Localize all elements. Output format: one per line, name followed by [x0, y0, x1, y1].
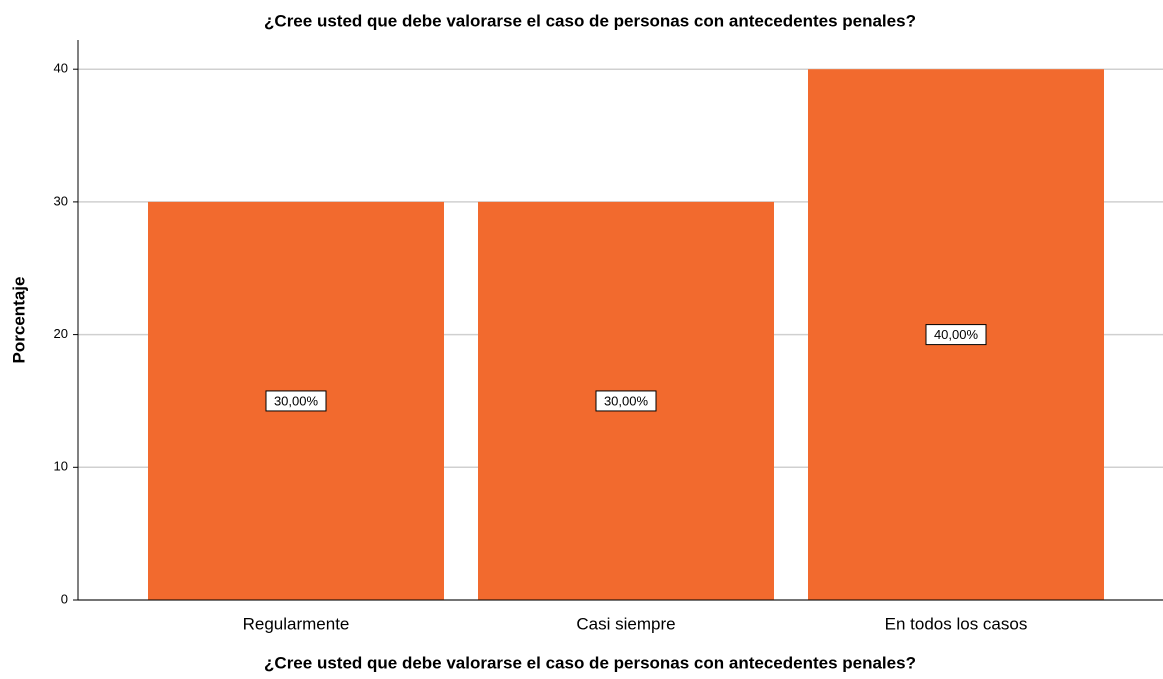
x-tick-label: Regularmente: [243, 614, 350, 633]
x-tick-label: Casi siempre: [576, 614, 675, 633]
y-axis-label: Porcentaje: [9, 277, 28, 364]
y-tick-label: 30: [54, 193, 68, 208]
value-label: 40,00%: [934, 327, 979, 342]
chart-title: ¿Cree usted que debe valorarse el caso d…: [264, 11, 916, 30]
value-label-box: [925, 324, 987, 346]
y-tick-label: 40: [54, 61, 68, 76]
value-label: 30,00%: [604, 393, 649, 408]
y-tick-label: 20: [54, 326, 68, 341]
y-tick-label: 0: [61, 591, 68, 606]
value-label-box: [595, 390, 657, 412]
value-label-box: [265, 390, 327, 412]
value-label: 30,00%: [274, 393, 319, 408]
y-tick-label: 10: [54, 459, 68, 474]
x-tick-label: En todos los casos: [885, 614, 1028, 633]
x-axis-label: ¿Cree usted que debe valorarse el caso d…: [264, 653, 916, 672]
